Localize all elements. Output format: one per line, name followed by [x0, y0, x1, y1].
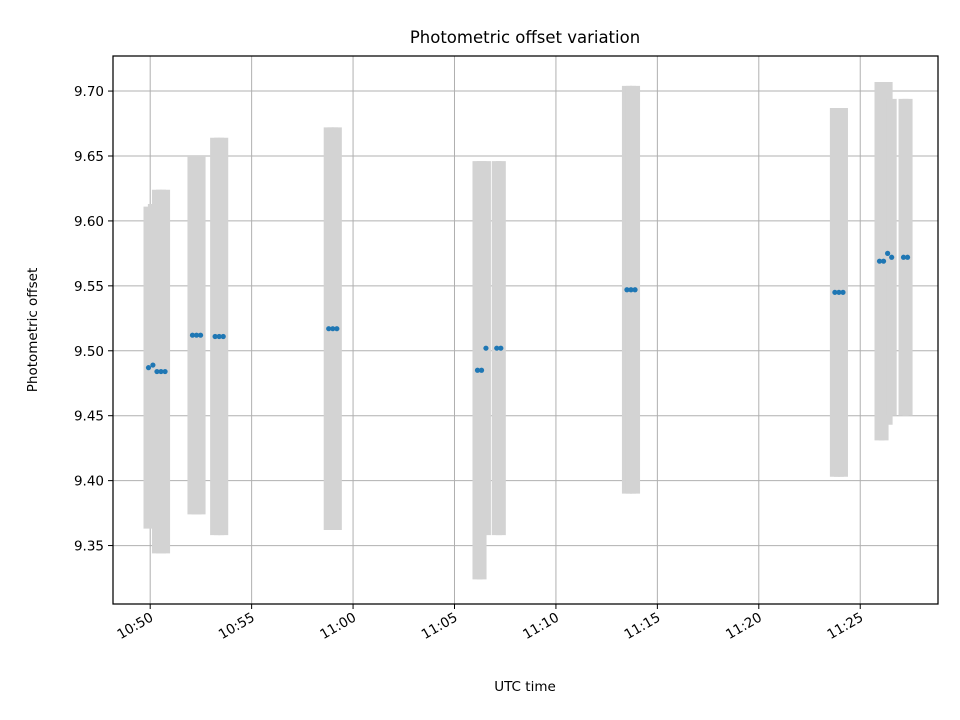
- data-point: [840, 289, 846, 295]
- data-point: [832, 289, 838, 295]
- data-point: [193, 332, 200, 338]
- data-point: [478, 367, 485, 373]
- data-point: [628, 287, 634, 293]
- data-point: [632, 287, 638, 293]
- data-point: [483, 345, 489, 351]
- data-point: [880, 258, 887, 264]
- data-point: [624, 287, 630, 293]
- data-point: [158, 368, 164, 375]
- data-point: [326, 326, 332, 332]
- data-point: [150, 362, 156, 368]
- data-point: [904, 254, 911, 260]
- data-point: [494, 345, 500, 351]
- data-point: [197, 332, 204, 338]
- data-point: [885, 250, 891, 256]
- data-point: [145, 365, 152, 371]
- chart-title: Photometric offset variation: [410, 28, 640, 47]
- y-tick-label: 9.50: [74, 344, 104, 360]
- data-point: [220, 333, 226, 340]
- data-point: [154, 368, 160, 375]
- data-points: [145, 250, 911, 375]
- y-tick-label: 9.65: [74, 149, 104, 165]
- y-tick-label: 9.45: [74, 409, 104, 425]
- y-tick-label: 9.35: [74, 539, 104, 555]
- data-point: [212, 333, 218, 340]
- data-point: [189, 332, 196, 338]
- data-point: [474, 367, 481, 373]
- data-point: [330, 326, 336, 332]
- plot-frame: [112, 55, 939, 605]
- y-tick-label: 9.70: [74, 84, 104, 100]
- x-axis-label: UTC time: [494, 679, 556, 695]
- data-point: [889, 254, 895, 260]
- y-axis: 9.35 9.40 9.45 9.50 9.55 9.60 9.65 9.70: [74, 84, 113, 555]
- data-point: [836, 289, 842, 295]
- y-tick-label: 9.55: [74, 279, 104, 295]
- data-point: [876, 258, 883, 264]
- y-tick-label: 9.40: [74, 474, 104, 490]
- y-axis-label: Photometric offset: [25, 268, 41, 392]
- data-point: [216, 333, 222, 340]
- data-point: [498, 345, 504, 351]
- data-point: [900, 254, 907, 260]
- data-point: [334, 326, 340, 332]
- data-point: [162, 368, 168, 375]
- grid: [113, 56, 938, 604]
- y-tick-label: 9.60: [74, 214, 104, 230]
